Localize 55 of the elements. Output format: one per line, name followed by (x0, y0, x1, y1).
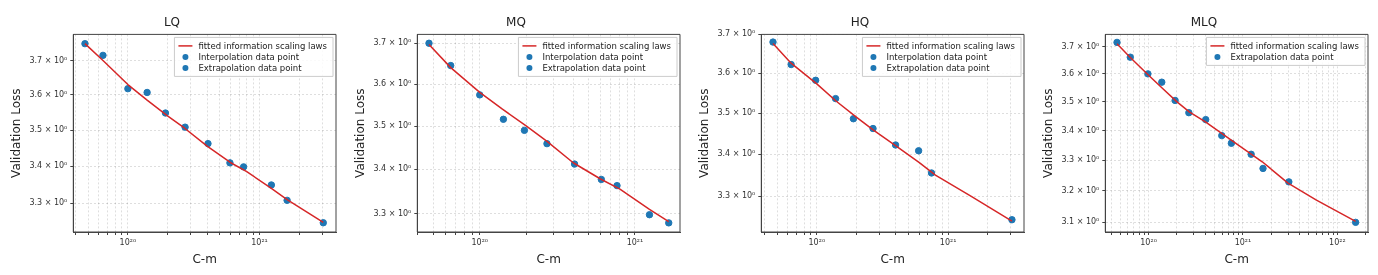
x-tick-label: 10²⁰ (119, 237, 137, 247)
y-tick-label: 3.5 × 10⁰ (717, 108, 756, 118)
y-tick-label: 3.7 × 10⁰ (373, 38, 412, 48)
x-tick-label: 10²⁰ (1140, 237, 1157, 247)
y-tick-label: 3.7 × 10⁰ (717, 29, 756, 39)
x-axis-title: C-m (192, 251, 217, 266)
y-tick-label: 3.3 × 10⁰ (29, 198, 68, 208)
legend-label: Interpolation data point (886, 51, 988, 62)
chart-title: MQ (506, 15, 526, 30)
x-tick-label: 10²² (1329, 237, 1346, 247)
x-tick-label: 10²¹ (626, 237, 644, 247)
y-tick-label: 3.6 × 10⁰ (373, 79, 412, 89)
legend-label: Interpolation data point (542, 51, 644, 62)
legend-label: Extrapolation data point (1230, 51, 1335, 62)
y-tick-label: 3.6 × 10⁰ (717, 68, 756, 78)
chart-title: HQ (850, 15, 870, 30)
x-tick-label: 10²¹ (251, 237, 268, 247)
y-axis-title: Validation Loss (697, 88, 712, 178)
y-tick-label: 3.6 × 10⁰ (1061, 68, 1100, 78)
legend-label: Interpolation data point (198, 51, 300, 62)
y-tick-label: 3.4 × 10⁰ (717, 149, 756, 159)
chart-title: LQ (163, 15, 181, 30)
x-axis-title: C-m (1224, 251, 1249, 266)
point (1158, 78, 1166, 86)
y-tick-label: 3.2 × 10⁰ (1061, 185, 1100, 195)
y-tick-label: 3.3 × 10⁰ (717, 191, 756, 201)
y-tick-label: 3.7 × 10⁰ (29, 55, 68, 65)
legend-label: fitted information scaling laws (542, 40, 672, 51)
y-tick-label: 3.4 × 10⁰ (1061, 125, 1100, 135)
y-tick-label: 3.3 × 10⁰ (373, 208, 412, 218)
y-axis-title: Validation Loss (353, 88, 368, 178)
y-tick-label: 3.5 × 10⁰ (29, 125, 68, 135)
y-axis-title: Validation Loss (9, 88, 24, 178)
x-axis-title: C-m (536, 251, 561, 266)
legend-label: Extrapolation data point (198, 62, 303, 73)
x-axis-title: C-m (880, 251, 905, 266)
y-tick-label: 3.7 × 10⁰ (1061, 41, 1100, 51)
legend-label: fitted information scaling laws (198, 40, 328, 51)
x-tick-label: 10²⁰ (471, 237, 489, 247)
legend-label: Extrapolation data point (542, 62, 647, 73)
y-tick-label: 3.1 × 10⁰ (1061, 217, 1100, 227)
legend-label: fitted information scaling laws (1230, 40, 1360, 51)
y-tick-label: 3.6 × 10⁰ (29, 89, 68, 99)
y-tick-label: 3.4 × 10⁰ (29, 161, 68, 171)
legend-label: Extrapolation data point (886, 62, 991, 73)
x-tick-label: 10²¹ (939, 237, 957, 247)
x-tick-label: 10²⁰ (808, 237, 826, 247)
y-tick-label: 3.3 × 10⁰ (1061, 155, 1100, 165)
legend-label: fitted information scaling laws (886, 40, 1016, 51)
y-tick-label: 3.5 × 10⁰ (1061, 96, 1100, 106)
y-axis-title: Validation Loss (1041, 88, 1056, 178)
y-tick-label: 3.4 × 10⁰ (373, 164, 412, 174)
chart-title: MLQ (1190, 15, 1218, 30)
y-tick-label: 3.5 × 10⁰ (373, 121, 412, 131)
x-tick-label: 10²¹ (1234, 237, 1252, 247)
